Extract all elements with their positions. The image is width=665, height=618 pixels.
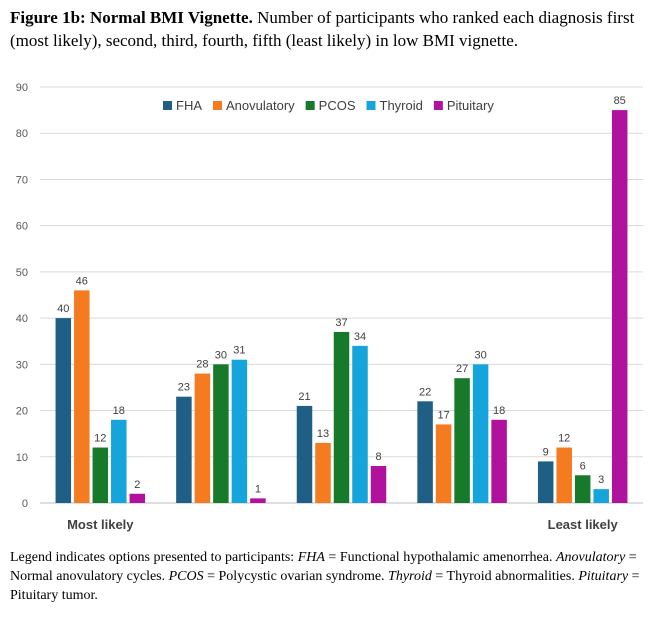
legend-label: Thyroid — [380, 98, 423, 113]
legend-label: Pituitary — [447, 98, 494, 113]
data-label: 3 — [598, 474, 604, 486]
footnote-term: Thyroid — [388, 569, 432, 584]
footnote-text: = Normal anovulatory cycles. — [10, 550, 637, 584]
legend-label: PCOS — [319, 98, 356, 113]
bar-anovulatory — [556, 447, 572, 503]
data-label: 22 — [419, 386, 431, 398]
footnote-text: = Functional hypothalamic amenorrhea. — [324, 550, 556, 565]
y-tick-label: 80 — [16, 128, 28, 140]
bar-thyroid — [352, 345, 368, 503]
data-label: 34 — [354, 331, 366, 343]
data-label: 13 — [317, 428, 329, 440]
footnote-text: = Polycystic ovarian syndrome. — [203, 569, 389, 584]
footnote-term: Anovulatory — [555, 550, 626, 565]
data-label: 17 — [437, 409, 449, 421]
legend-label: FHA — [176, 98, 202, 113]
footnote-term: Pituitary — [578, 569, 629, 584]
bar-fha — [176, 396, 192, 503]
data-label: 31 — [233, 345, 245, 357]
bar-pcos — [333, 331, 350, 503]
bar-pcos — [454, 378, 470, 503]
caption-bold: Figure 1b: Normal BMI Vignette. — [10, 8, 253, 27]
data-label: 18 — [493, 405, 505, 417]
y-tick-label: 40 — [16, 313, 28, 325]
figure-caption: Figure 1b: Normal BMI Vignette. Number o… — [10, 6, 650, 52]
data-label: 28 — [196, 359, 208, 371]
bar-pituitary — [250, 498, 266, 503]
data-label: 2 — [134, 479, 140, 491]
data-label: 85 — [614, 95, 626, 107]
y-tick-label: 0 — [22, 498, 28, 510]
data-label: 12 — [558, 433, 570, 445]
legend-swatch-fha — [163, 101, 172, 110]
data-label: 9 — [543, 446, 549, 458]
data-label: 1 — [255, 483, 261, 495]
y-tick-label: 60 — [16, 221, 28, 233]
y-tick-label: 30 — [16, 359, 28, 371]
legend-swatch-pituitary — [433, 101, 443, 110]
bar-fha — [417, 401, 433, 503]
bar-pituitary — [611, 110, 628, 503]
bar-anovulatory — [435, 424, 452, 503]
bar-anovulatory — [315, 442, 331, 503]
caption-text: Number of participants who ranked each d… — [10, 8, 635, 50]
bar-pcos — [574, 475, 591, 503]
y-tick-label: 20 — [16, 406, 28, 418]
bar-anovulatory — [74, 290, 90, 503]
legend-footnote: Legend indicates options presented to pa… — [10, 548, 650, 605]
bar-pcos — [213, 364, 229, 503]
x-category-label: Most likely — [67, 517, 134, 532]
bar-thyroid — [231, 359, 248, 503]
bar-pituitary — [129, 493, 146, 503]
y-tick-label: 70 — [16, 174, 28, 186]
bar-fha — [55, 318, 72, 503]
data-label: 8 — [375, 451, 381, 463]
bar-pituitary — [491, 419, 507, 503]
bar-pcos — [92, 447, 109, 503]
bar-chart: 0 10 20 30 40 50 60 70 80 90 40 46 12 18 2 Most likely 2… — [0, 72, 665, 542]
bar-thyroid — [111, 419, 127, 503]
footnote-text: Legend indicates options presented to pa… — [10, 550, 298, 565]
data-label: 37 — [335, 317, 347, 329]
bar-thyroid — [593, 489, 609, 503]
legend-label: Anovulatory — [226, 98, 295, 113]
data-label: 6 — [580, 460, 586, 472]
data-label: 27 — [456, 363, 468, 375]
data-label: 30 — [474, 349, 486, 361]
data-label: 30 — [215, 349, 227, 361]
x-category-label: Least likely — [548, 517, 619, 532]
bar-thyroid — [472, 364, 489, 503]
data-label: 12 — [94, 433, 106, 445]
bar-anovulatory — [194, 373, 211, 503]
footnote-term: FHA — [297, 550, 325, 565]
data-label: 18 — [113, 405, 125, 417]
y-tick-label: 10 — [16, 452, 28, 464]
y-tick-label: 90 — [16, 82, 28, 94]
data-label: 21 — [298, 391, 310, 403]
bar-fha — [537, 461, 554, 503]
legend-swatch-anovulatory — [213, 101, 222, 110]
footnote-term: PCOS — [168, 569, 204, 584]
data-label: 40 — [57, 303, 69, 315]
bar-pituitary — [370, 466, 387, 503]
y-tick-label: 50 — [16, 267, 28, 279]
legend-swatch-pcos — [305, 101, 315, 110]
legend-swatch-thyroid — [366, 101, 376, 110]
data-label: 46 — [76, 275, 88, 287]
footnote-text: = Thyroid abnormalities. — [431, 569, 579, 584]
bar-fha — [296, 405, 313, 503]
footnote-text: = Pituitary tumor. — [10, 569, 640, 603]
data-label: 23 — [178, 382, 190, 394]
